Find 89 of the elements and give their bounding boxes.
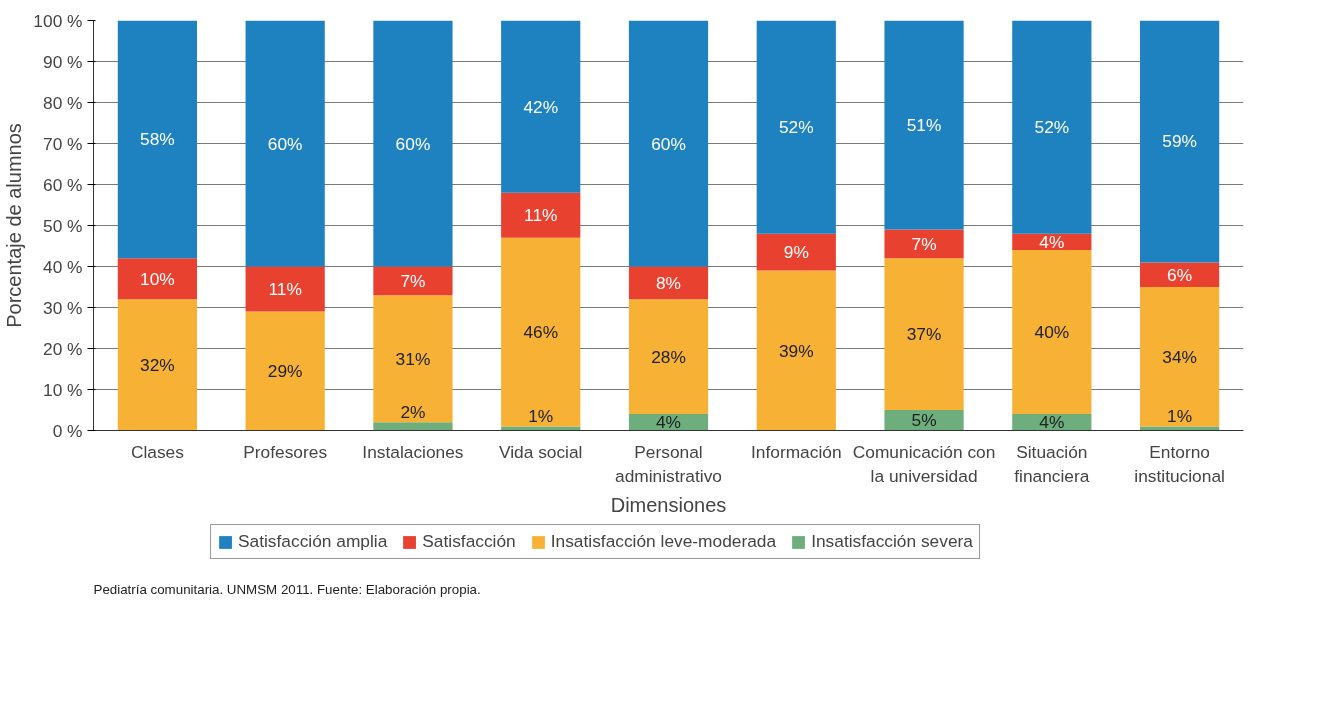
- data-label: 9%: [783, 242, 809, 263]
- data-label: 6%: [1167, 264, 1193, 285]
- data-label: 5%: [911, 410, 937, 431]
- data-label: 8%: [655, 272, 682, 293]
- data-label: 46%: [523, 322, 559, 343]
- data-label: 4%: [655, 412, 682, 433]
- y-tick-label: 30 %: [43, 297, 83, 318]
- data-label: 10%: [140, 268, 175, 289]
- data-label: 37%: [906, 324, 942, 345]
- y-tick-label: 90 %: [43, 51, 83, 72]
- data-label: 60%: [267, 133, 303, 154]
- bar: [628, 20, 709, 267]
- text: Pediatría comunitaria. UNMSM 2011. Fuente: Elaboración propia.: [93, 581, 481, 597]
- data-label: 60%: [651, 133, 686, 154]
- x-tick-label: Comunicación con la universidad: [852, 441, 996, 486]
- data-label: 34%: [1162, 346, 1197, 367]
- data-label: 4%: [1039, 412, 1065, 433]
- bar: [1012, 20, 1092, 234]
- bar: [501, 192, 581, 238]
- data-label: 1%: [528, 405, 554, 426]
- bar: [373, 422, 453, 431]
- y-tick-label: 60 %: [43, 174, 83, 195]
- bar: [501, 20, 581, 193]
- bar: [1012, 250, 1092, 415]
- y-axis-title: Porcentaje de alumnos: [3, 123, 26, 328]
- bar: [245, 20, 325, 267]
- bar: [1140, 262, 1220, 287]
- data-label: 58%: [140, 129, 175, 150]
- data-label: 52%: [778, 117, 814, 138]
- data-label: 40%: [1034, 322, 1070, 343]
- data-label: 42%: [523, 96, 559, 117]
- x-tick-label: Profesores: [243, 441, 328, 462]
- legend-label: Satisfacción: [422, 531, 516, 552]
- data-label: 28%: [651, 346, 686, 367]
- y-tick-label: 10 %: [43, 379, 83, 400]
- data-label: 4%: [1039, 231, 1065, 252]
- y-tick-label: 100 %: [33, 10, 83, 31]
- y-tick-label: 40 %: [43, 256, 83, 277]
- data-label: 31%: [395, 348, 431, 369]
- legend-label: Insatisfacción severa: [811, 531, 973, 552]
- x-tick-label: Instalaciones: [362, 441, 464, 462]
- data-label: 11%: [268, 279, 302, 300]
- data-label: 60%: [395, 133, 431, 154]
- y-tick-label: 0 %: [52, 420, 83, 441]
- data-label: 1%: [1167, 405, 1193, 426]
- x-tick-label: Vida social: [498, 441, 583, 462]
- x-tick-label: Clases: [130, 441, 185, 462]
- bar: [756, 20, 836, 234]
- bar: [884, 258, 964, 410]
- y-tick-label: 50 %: [43, 215, 83, 236]
- x-axis-title: Dimensiones: [610, 493, 727, 516]
- y-tick-label: 20 %: [43, 338, 83, 359]
- data-label: 29%: [267, 361, 303, 382]
- x-tick-label: Situación financiera: [1014, 441, 1090, 486]
- bar: [884, 229, 964, 259]
- legend-label: Insatisfacción leve-moderada: [550, 531, 777, 552]
- bar: [373, 266, 453, 296]
- bar: [117, 258, 197, 300]
- x-tick-label: Personal administrativo: [615, 441, 722, 486]
- bar: [884, 20, 964, 230]
- bar: [245, 266, 325, 312]
- bar: [245, 311, 325, 431]
- data-label: 32%: [140, 354, 175, 375]
- data-label: 7%: [911, 233, 937, 254]
- bar: [501, 237, 581, 427]
- bar: [756, 233, 836, 271]
- data-label: 52%: [1034, 117, 1070, 138]
- x-tick-label: Información: [751, 441, 842, 462]
- legend-label: Satisfacción amplia: [238, 531, 388, 552]
- bar: [628, 266, 709, 300]
- y-tick-label: 80 %: [43, 92, 83, 113]
- bar: [756, 270, 836, 431]
- bar: [1140, 287, 1220, 427]
- bar: [117, 299, 197, 431]
- data-label: 59%: [1162, 131, 1197, 152]
- bar: [501, 426, 581, 431]
- bar: [117, 20, 197, 259]
- bar: [628, 299, 709, 415]
- y-tick-label: 70 %: [43, 133, 83, 154]
- bar: [373, 20, 453, 267]
- x-tick-label: Entorno institucional: [1134, 441, 1225, 486]
- data-label: 7%: [400, 270, 426, 291]
- data-label: 39%: [778, 340, 814, 361]
- bar: [1140, 20, 1220, 263]
- data-label: 2%: [400, 401, 426, 422]
- bar: [373, 295, 453, 423]
- data-label: 51%: [906, 115, 942, 136]
- bar: [1140, 426, 1220, 431]
- data-label: 11%: [524, 205, 558, 226]
